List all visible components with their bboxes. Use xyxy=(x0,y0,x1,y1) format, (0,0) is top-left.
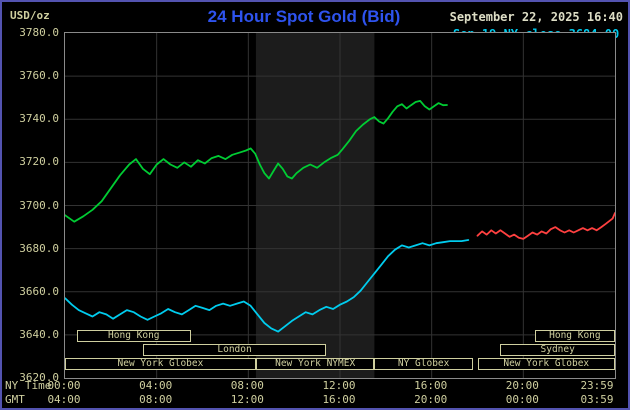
ny-time-axis-label: NY Time xyxy=(5,379,52,392)
x-tick-label: 12:00 xyxy=(230,393,264,406)
y-tick-label: 3780.0 xyxy=(19,26,59,39)
y-tick-label: 3660.0 xyxy=(19,284,59,298)
session-box-london: London xyxy=(142,344,327,356)
x-tick-label: 16:00 xyxy=(322,393,356,406)
x-tick-label: 04:00 xyxy=(139,379,173,392)
session-box-hong-kong: Hong Kong xyxy=(534,330,615,342)
session-box-ny-globex: NY Globex xyxy=(374,358,473,370)
session-box-sydney: Sydney xyxy=(500,344,615,356)
y-tick-label: 3700.0 xyxy=(19,198,59,212)
price-chart-svg xyxy=(65,33,615,378)
x-tick-label: 16:00 xyxy=(414,379,448,392)
x-tick-label: 20:00 xyxy=(505,379,539,392)
y-tick-label: 3760.0 xyxy=(19,69,59,83)
session-box-new-york-nymex: New York NYMEX xyxy=(255,358,375,370)
chart-title: 24 Hour Spot Gold (Bid) xyxy=(207,7,401,26)
plot-area: Hong Kong Hong Kong London Sydney New York G… xyxy=(64,32,616,379)
y-tick-label: 3680.0 xyxy=(19,241,59,255)
x-tick-label: 00:00 xyxy=(505,393,539,406)
x-tick-label: 12:00 xyxy=(322,379,356,392)
series-line-sep-19-ny-close xyxy=(65,239,470,333)
series-line-sep-22-last xyxy=(65,100,448,223)
y-tick-label: 3720.0 xyxy=(19,155,59,169)
units-label: USD/oz xyxy=(10,9,50,22)
x-tick-label: 04:00 xyxy=(47,393,81,406)
datetime-label: September 22, 2025 16:40 xyxy=(449,10,623,24)
x-tick-label: 23:59 xyxy=(580,379,614,392)
x-tick-label: 03:59 xyxy=(580,393,614,406)
y-tick-label: 3620.0 xyxy=(19,371,59,384)
session-box-hong-kong: Hong Kong xyxy=(76,330,192,342)
x-tick-label: 08:00 xyxy=(230,379,264,392)
y-tick-label: 3640.0 xyxy=(19,327,59,341)
gmt-axis-label: GMT xyxy=(5,393,25,406)
x-tick-label: 08:00 xyxy=(139,393,173,406)
session-bars: Hong Kong Hong Kong London Sydney New York G… xyxy=(65,33,615,378)
session-box-new-york-globex: New York Globex xyxy=(477,358,615,370)
series-line-sep-21-sunday xyxy=(476,212,615,240)
y-tick-label: 3740.0 xyxy=(19,112,59,126)
session-box-new-york-globex: New York Globex xyxy=(65,358,256,370)
x-tick-label: 00:00 xyxy=(47,379,81,392)
x-tick-label: 20:00 xyxy=(414,393,448,406)
